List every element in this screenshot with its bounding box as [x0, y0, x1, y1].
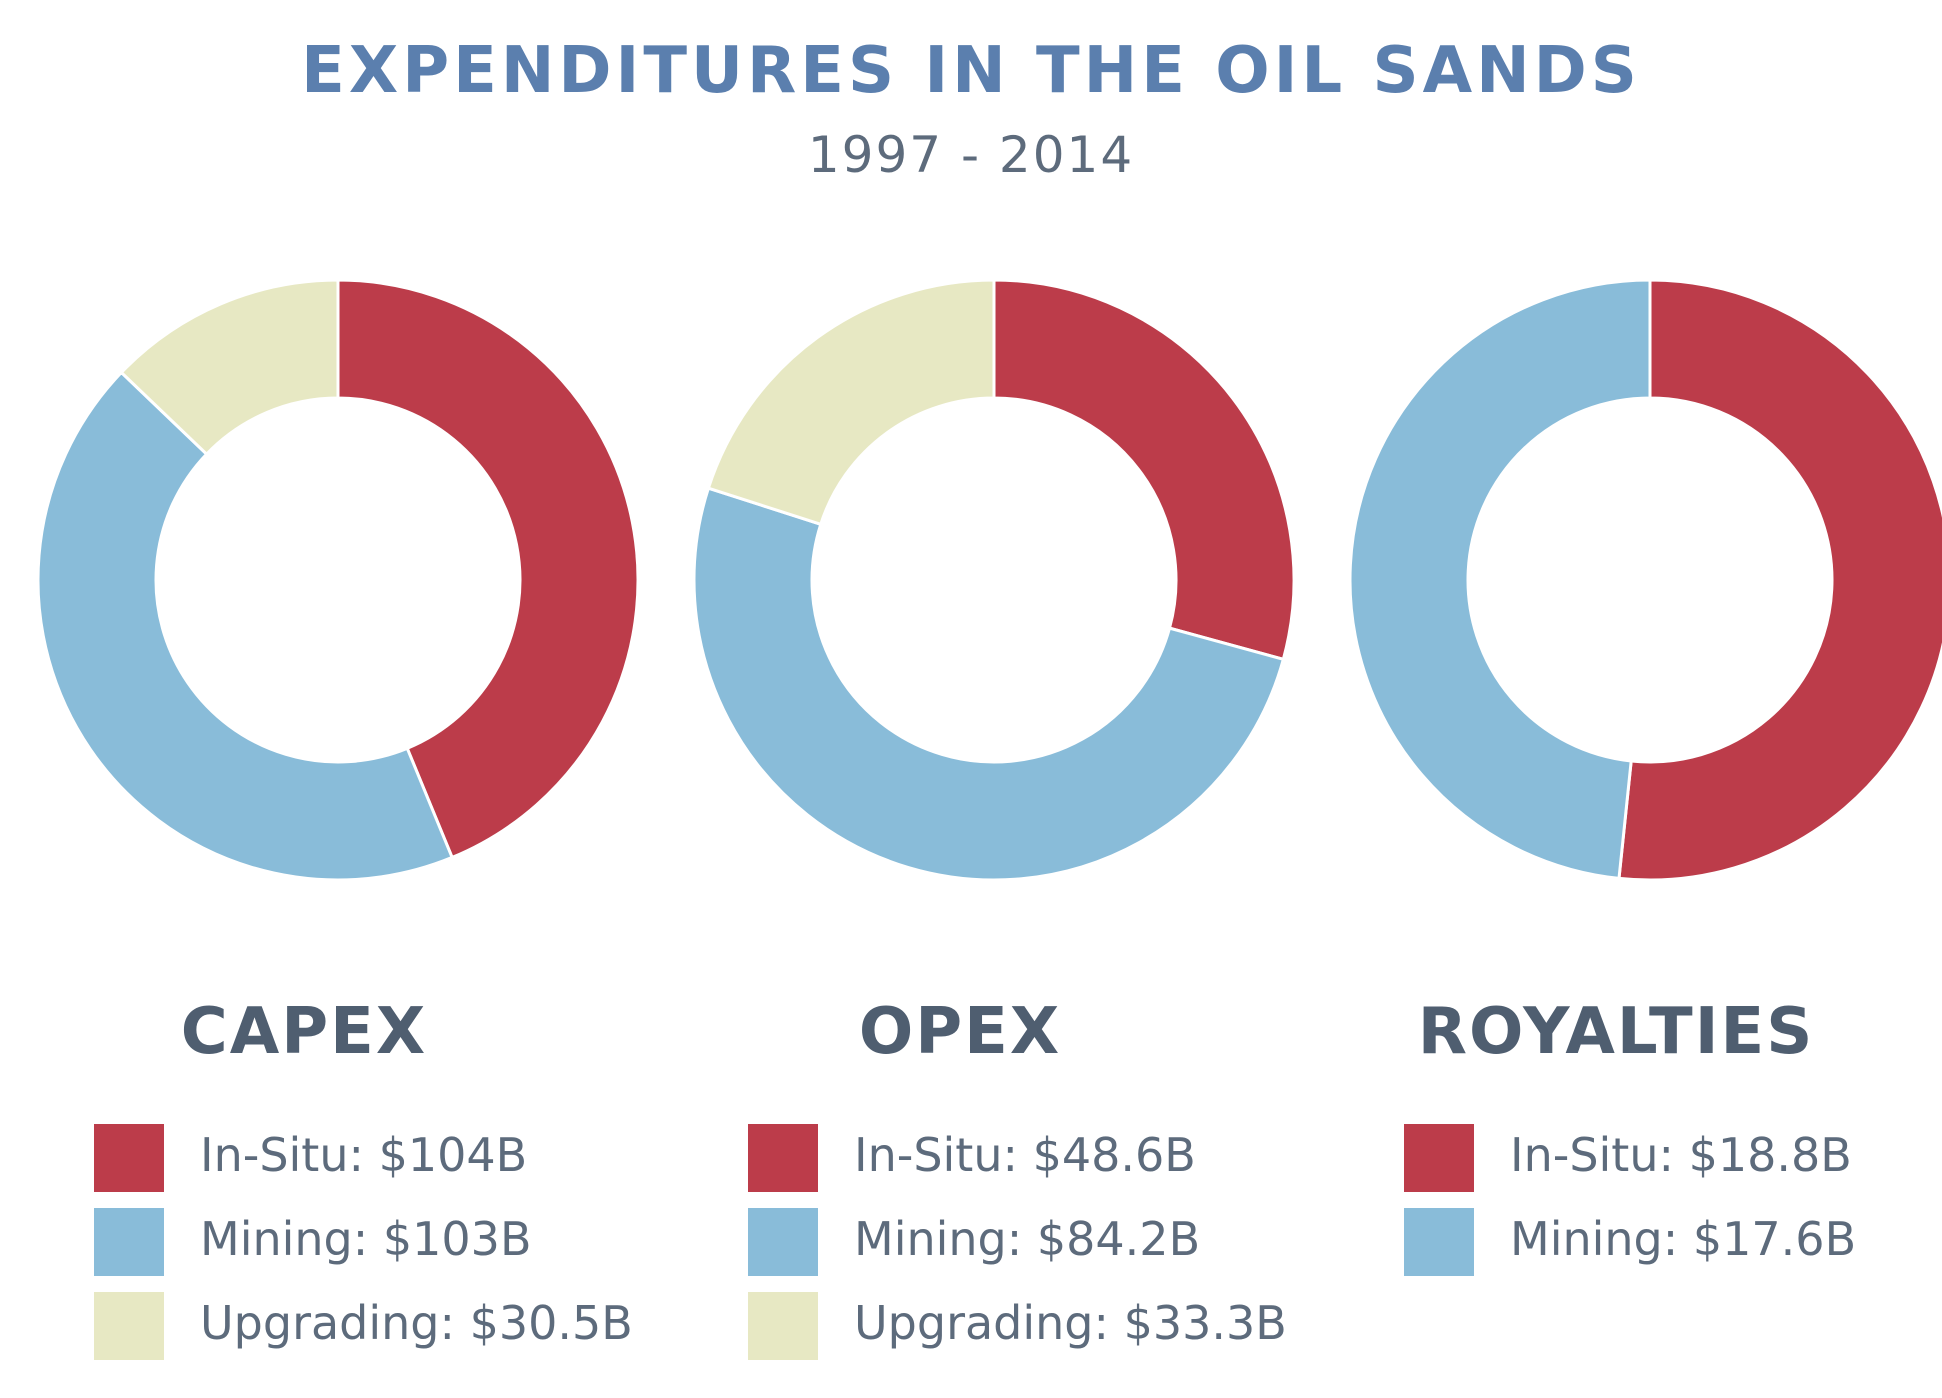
legend-label: In-Situ: $18.8B: [1510, 1128, 1852, 1182]
donut-slice-capex-upgrading: [119, 278, 340, 457]
chart-title: EXPENDITURES IN THE OIL SANDS: [301, 34, 1641, 108]
in-situ-swatch: [94, 1124, 164, 1192]
legend-label: In-Situ: $48.6B: [854, 1128, 1196, 1182]
donut-slice-royalties-mining: [1348, 278, 1652, 881]
mining-swatch: [748, 1208, 818, 1276]
legend-label: Mining: $17.6B: [1510, 1212, 1857, 1266]
upgrading-swatch: [748, 1292, 818, 1360]
chart-subtitle: 1997 - 2014: [807, 126, 1135, 184]
donut-slice-opex-in-situ: [992, 278, 1296, 662]
in-situ-swatch: [1404, 1124, 1474, 1192]
legend-label: Upgrading: $30.5B: [200, 1296, 633, 1350]
legend-label: Upgrading: $33.3B: [854, 1296, 1287, 1350]
legend-label: Mining: $84.2B: [854, 1212, 1201, 1266]
donut-slice-opex-mining: [692, 486, 1286, 882]
mining-swatch: [1404, 1208, 1474, 1276]
legend-label: Mining: $103B: [200, 1212, 532, 1266]
royalties-panel-title: ROYALTIES: [1417, 995, 1815, 1069]
in-situ-swatch: [748, 1124, 818, 1192]
legend-label: In-Situ: $104B: [200, 1128, 528, 1182]
donut-slice-capex-in-situ: [336, 278, 640, 860]
donut-slice-opex-upgrading: [706, 278, 996, 527]
donut-slice-capex-mining: [36, 370, 455, 882]
donut-slice-royalties-in-situ: [1617, 278, 1942, 882]
capex-panel-title: CAPEX: [180, 995, 428, 1069]
opex-panel-title: OPEX: [858, 995, 1062, 1069]
upgrading-swatch: [94, 1292, 164, 1360]
mining-swatch: [94, 1208, 164, 1276]
